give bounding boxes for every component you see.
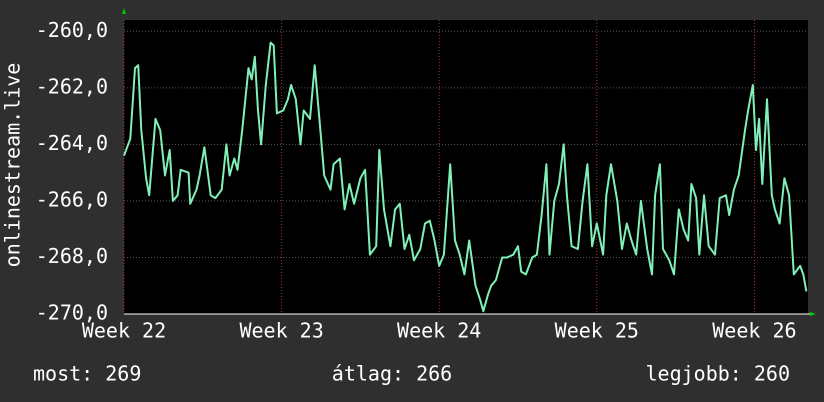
axis-arrow xyxy=(810,312,816,316)
data-line xyxy=(123,41,808,313)
x-tick-label: Week 22 xyxy=(82,319,166,343)
x-tick-label: Week 26 xyxy=(712,319,796,343)
axis-arrow xyxy=(122,8,126,14)
stat-current: most: 269 xyxy=(33,362,141,386)
y-tick-label: -262,0 xyxy=(36,74,108,98)
x-tick-label: Week 24 xyxy=(397,319,481,343)
y-tick-label: -266,0 xyxy=(36,187,108,211)
y-axis-label: onlinestream.live xyxy=(1,63,25,268)
stat-average: átlag: 266 xyxy=(332,362,452,386)
x-tick-label: Week 23 xyxy=(239,319,323,343)
y-tick-label: -268,0 xyxy=(36,244,108,268)
stat-best: legjobb: 260 xyxy=(646,362,791,386)
y-tick-label: -260,0 xyxy=(36,18,108,42)
y-tick-label: -264,0 xyxy=(36,131,108,155)
x-tick-label: Week 25 xyxy=(555,319,639,343)
y-tick-label: -270,0 xyxy=(36,301,108,325)
